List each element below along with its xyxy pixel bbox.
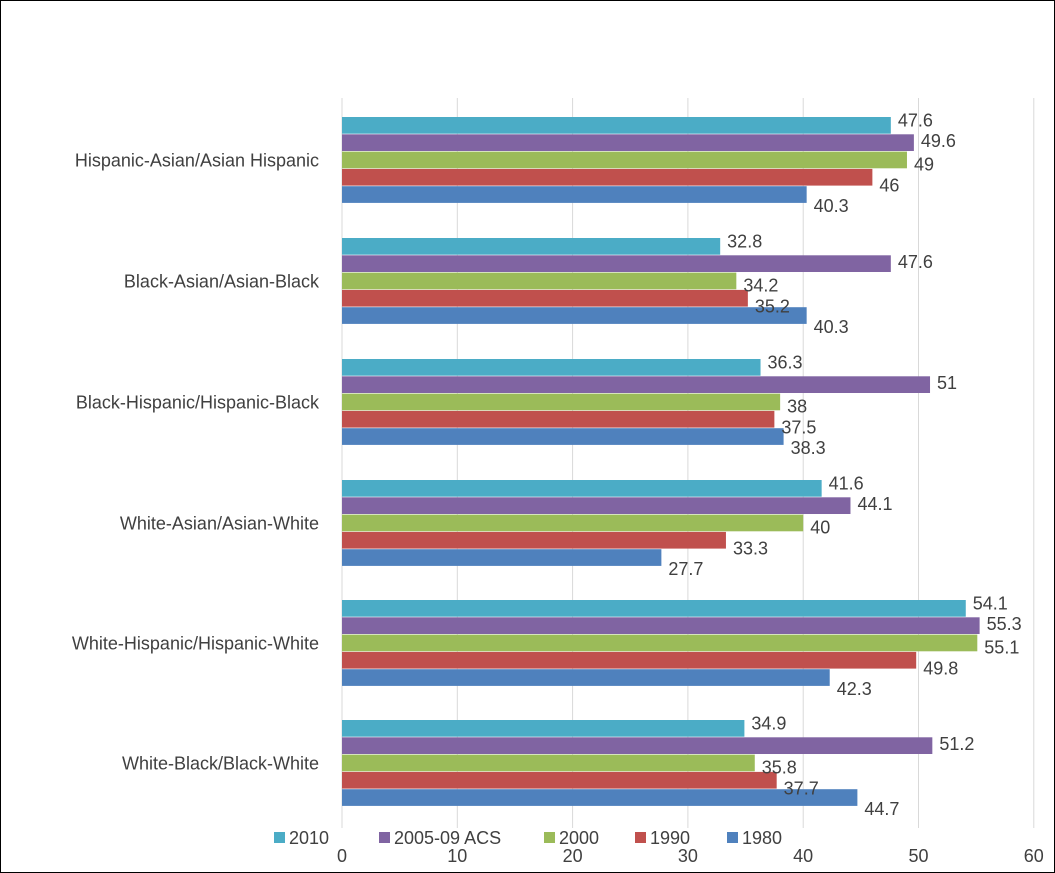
legend-label: 1980 (742, 828, 782, 848)
legend-swatch (274, 832, 285, 843)
legend-swatch (727, 832, 738, 843)
bars (342, 117, 980, 806)
bar (342, 376, 931, 393)
x-tick-label: 60 (1024, 846, 1044, 866)
data-label: 42.3 (837, 679, 872, 699)
bar (342, 307, 807, 324)
data-label: 46 (879, 176, 899, 196)
legend-swatch (544, 832, 555, 843)
bar (342, 634, 978, 652)
data-label: 49.6 (921, 131, 956, 151)
data-label: 49 (914, 154, 934, 174)
legend-swatch (635, 832, 646, 843)
bar (342, 497, 851, 514)
data-label: 44.7 (864, 799, 899, 819)
data-label: 40 (810, 517, 830, 537)
x-tick-label: 30 (678, 846, 698, 866)
category-label: Black-Asian/Asian-Black (124, 271, 320, 291)
data-label: 47.6 (898, 111, 933, 131)
data-label: 47.6 (898, 252, 933, 272)
data-label: 49.8 (923, 659, 958, 679)
value-axis: 0 10 20 30 40 50 60 (337, 846, 1044, 866)
bar (342, 669, 830, 686)
category-label: Black-Hispanic/Hispanic-Black (76, 392, 320, 412)
gridlines (341, 98, 1035, 828)
data-label: 38.3 (791, 438, 826, 458)
data-label: 35.2 (755, 297, 790, 317)
data-label: 32.8 (727, 232, 762, 252)
x-tick-label: 50 (908, 846, 928, 866)
data-label: 37.7 (784, 779, 819, 799)
x-tick-label: 40 (793, 846, 813, 866)
data-label: 40.3 (814, 317, 849, 337)
bar (342, 514, 804, 532)
data-label: 36.3 (768, 353, 803, 373)
data-label: 51.2 (939, 734, 974, 754)
bar (342, 531, 726, 549)
bar (342, 289, 748, 307)
legend-label: 2005-09 ACS (394, 828, 501, 848)
bar (342, 549, 662, 566)
bar (342, 272, 737, 290)
data-label: 34.9 (751, 714, 786, 734)
x-tick-label: 0 (337, 846, 347, 866)
x-tick-label: 10 (447, 846, 467, 866)
data-label: 33.3 (733, 539, 768, 559)
data-label: 34.2 (743, 275, 778, 295)
bar (342, 737, 933, 754)
bar (342, 410, 775, 428)
data-label: 37.5 (781, 418, 816, 438)
bar (342, 151, 907, 169)
x-tick-label: 20 (563, 846, 583, 866)
bar (342, 789, 858, 806)
data-label: 55.3 (987, 614, 1022, 634)
data-label: 44.1 (857, 494, 892, 514)
bar (342, 134, 914, 151)
legend-label: 2010 (289, 828, 329, 848)
legend-swatch (379, 832, 390, 843)
legend-label: 2000 (559, 828, 599, 848)
bar (342, 754, 755, 772)
legend: 2010 2005-09 ACS 2000 1990 1980 (274, 828, 782, 848)
bar (342, 480, 822, 497)
data-label: 55.1 (984, 637, 1019, 657)
data-label: 40.3 (814, 196, 849, 216)
bar (342, 168, 873, 186)
bar (342, 600, 966, 617)
bar (342, 255, 891, 272)
data-label: 51 (937, 373, 957, 393)
data-label: 54.1 (973, 594, 1008, 614)
bar (342, 359, 761, 376)
bar (342, 720, 745, 737)
category-label: White-Asian/Asian-White (120, 513, 319, 533)
category-label: White-Black/Black-White (122, 753, 319, 773)
bar (342, 428, 784, 445)
data-label: 41.6 (829, 474, 864, 494)
bar (342, 238, 721, 255)
bar (342, 771, 777, 789)
category-label: White-Hispanic/Hispanic-White (72, 633, 319, 653)
legend-label: 1990 (650, 828, 690, 848)
bar (342, 651, 917, 669)
bar (342, 617, 980, 634)
data-label: 38 (787, 396, 807, 416)
category-label: Hispanic-Asian/Asian Hispanic (75, 150, 319, 170)
data-label: 35.8 (762, 757, 797, 777)
bar (342, 186, 807, 203)
bar (342, 117, 891, 134)
bar (342, 393, 781, 411)
data-label: 27.7 (668, 559, 703, 579)
category-axis: White-Black/Black-White White-Hispanic/Hi… (72, 150, 320, 773)
data-labels: 34.9 51.2 35.837.7 44.7 54.155.3 55.1 49.8 42.3… (668, 111, 1021, 819)
